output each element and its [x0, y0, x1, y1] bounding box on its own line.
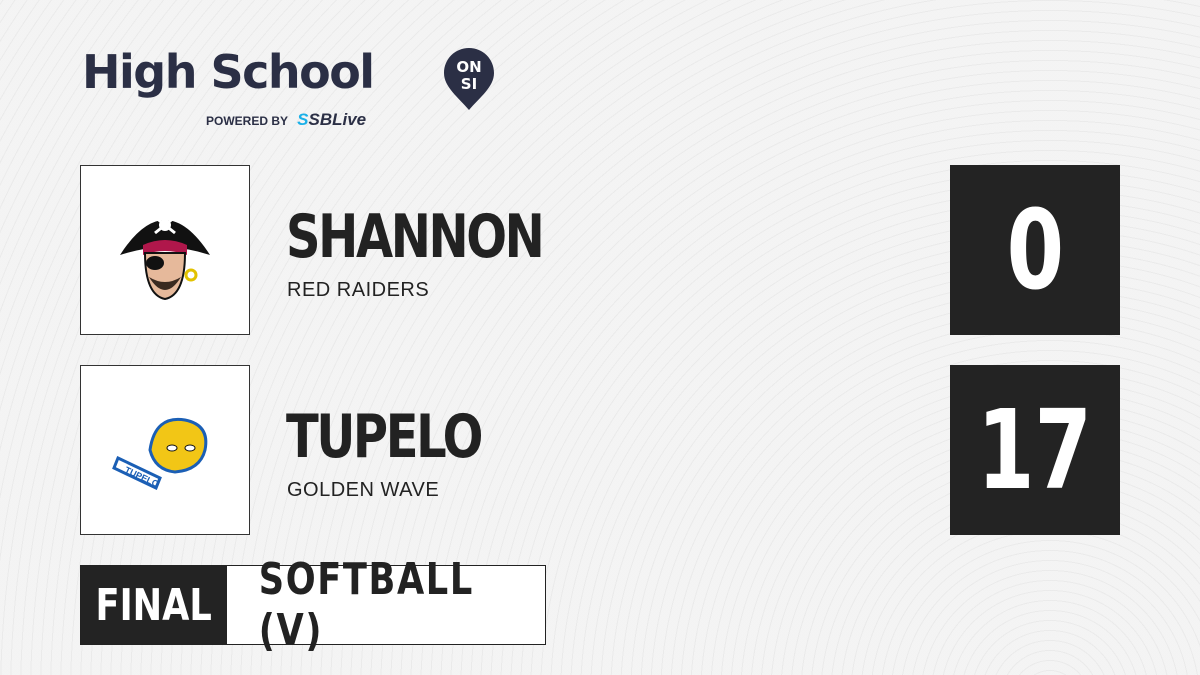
- team-logo: TUPELO: [80, 365, 250, 535]
- team-mascot: GOLDEN WAVE: [287, 479, 440, 501]
- game-status-bar: FINAL SOFTBALL (V): [80, 554, 546, 656]
- pirate-logo-icon: [120, 215, 210, 301]
- team-mascot: RED RAIDERS: [287, 279, 430, 301]
- logo-title: High School: [82, 45, 375, 99]
- team-score: 0: [950, 165, 1120, 335]
- team-row-away: TUPELO TUPELO GOLDEN WAVE 17: [80, 365, 1120, 535]
- svg-text:SI: SI: [461, 75, 477, 93]
- game-status: FINAL: [81, 566, 227, 644]
- powered-by: POWERED BY SSBLive: [206, 110, 366, 130]
- team-score: 17: [950, 365, 1120, 535]
- team-row-home: SHANNON RED RAIDERS 0: [80, 165, 1120, 335]
- powered-by-label: POWERED BY: [206, 114, 288, 128]
- team-name: TUPELO: [286, 402, 483, 472]
- on-si-pin-icon: ON SI: [444, 48, 494, 110]
- svg-text:ON: ON: [456, 58, 481, 76]
- team-name: SHANNON: [286, 202, 545, 272]
- sblive-logo: SSBLive: [297, 110, 367, 129]
- golden-wave-logo-icon: TUPELO: [112, 417, 208, 490]
- team-logo: [80, 165, 250, 335]
- sport-label: SOFTBALL (V): [227, 554, 545, 656]
- high-school-on-si-logo: High School ON SI POWERED BY SSBLive: [82, 44, 494, 129]
